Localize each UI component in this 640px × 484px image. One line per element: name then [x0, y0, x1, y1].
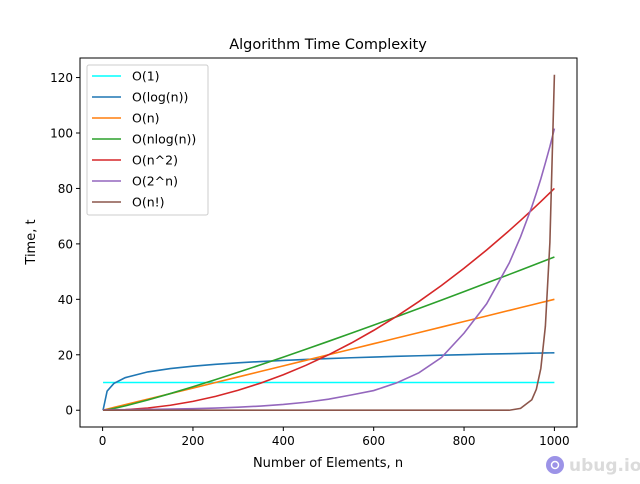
y-tick-label: 20	[58, 348, 73, 362]
y-tick-label: 100	[50, 126, 73, 140]
axis-ticks: 0 200 400 600 800 1000 0 20 40 60 80 100 120	[50, 71, 570, 448]
x-tick-label: 400	[272, 434, 295, 448]
watermark: ubug.io	[546, 456, 640, 476]
series-line-6	[103, 74, 556, 412]
legend-box	[86, 64, 209, 216]
x-tick-label: 800	[453, 434, 476, 448]
legend-entry: O(nlog(n))	[132, 132, 196, 147]
legend: O(1) O(log(n)) O(n) O(nlog(n)) O(n^2) O(2^n) O…	[86, 64, 209, 216]
chart-title: Algorithm Time Complexity	[229, 37, 427, 53]
x-tick-label: 200	[182, 434, 205, 448]
watermark-logo-icon	[546, 456, 564, 474]
legend-entry: O(n!)	[132, 195, 165, 210]
legend-entry: O(2^n)	[132, 174, 178, 189]
x-tick-label: 600	[362, 434, 385, 448]
series-line-1	[102, 351, 555, 411]
y-tick-label: 0	[65, 404, 73, 418]
series-line-3	[102, 256, 555, 412]
legend-entry: O(1)	[132, 69, 160, 84]
legend-entry: O(log(n))	[132, 90, 188, 105]
legend-entry: O(n^2)	[132, 153, 178, 168]
legend-entry: O(n)	[132, 111, 160, 126]
plot-area-frame	[79, 57, 578, 428]
watermark-text: ubug.io	[569, 456, 640, 476]
x-tick-label: 0	[99, 434, 107, 448]
series-lines	[102, 74, 556, 412]
series-line-4	[103, 187, 555, 412]
y-axis-label: Time, t	[24, 219, 39, 265]
x-tick-label: 1000	[539, 434, 570, 448]
y-tick-label: 40	[58, 293, 73, 307]
y-tick-label: 80	[58, 182, 73, 196]
series-line-5	[103, 128, 556, 411]
y-tick-label: 120	[50, 71, 73, 85]
x-axis-label: Number of Elements, n	[253, 456, 403, 471]
y-tick-label: 60	[58, 237, 73, 251]
